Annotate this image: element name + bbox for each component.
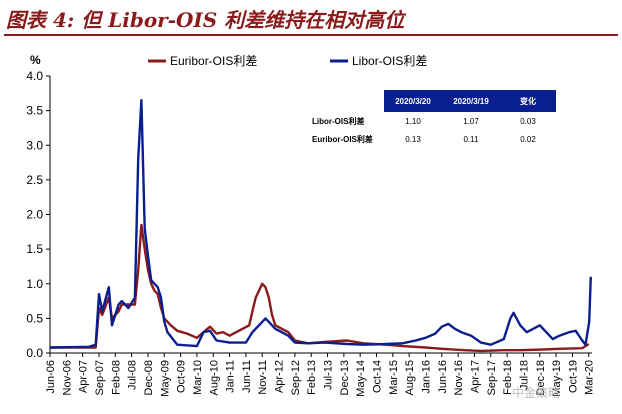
x-tick-label: Nov-06 [61,360,73,395]
series-line [49,99,592,349]
x-tick-label: Dec-08 [143,360,155,395]
x-tick-label: Oct-14 [372,360,384,393]
x-tick-label: Feb-18 [502,360,514,395]
table-header-cell: 变化 [500,90,556,112]
x-tick-label: Mar-20 [584,360,596,395]
summary-table: 2020/3/20 2020/3/19 变化 Libor-OIS利差 1.10 … [310,90,556,148]
y-tick-label: 1.0 [26,277,43,291]
x-tick-label: Apr-07 [78,360,90,393]
series-line [50,223,590,353]
y-tick-label: 4.0 [26,69,43,83]
x-tick-label: Nov-11 [257,360,269,395]
x-tick-label: Oct-09 [176,360,188,393]
watermark-text: 中金策略 [512,386,561,400]
table-header-row: 2020/3/20 2020/3/19 变化 [310,90,556,112]
table-header-cell: 2020/3/19 [442,90,500,112]
x-tick-label: Jul-13 [323,360,335,390]
x-tick-label: Nov-16 [453,360,465,395]
table-header-cell [310,90,384,112]
x-tick-label: Sep-17 [486,360,498,395]
y-tick-label: 3.5 [26,104,43,118]
x-tick-label: May-09 [159,360,171,397]
x-tick-label: Jan-16 [420,360,432,394]
table-cell: 0.11 [463,134,479,144]
y-unit-label: % [30,53,41,67]
x-tick-label: Apr-17 [469,360,481,393]
x-tick-label: Jun-11 [241,360,253,393]
chart-title: 图表 4: 但 Libor-OIS 利差维持在相对高位 [6,8,405,32]
y-tick-label: 2.0 [26,208,43,222]
x-tick-label: Jun-06 [45,360,57,394]
table-cell: 0.03 [520,116,536,126]
title-divider [4,34,618,36]
x-tick-label: Sep-07 [94,360,106,395]
table-cell: 0.02 [520,134,536,144]
y-tick-label: 2.5 [26,173,43,187]
table-cell: 1.07 [463,116,479,126]
x-tick-label: May-14 [355,360,367,397]
legend-label: Libor-OIS利差 [352,54,427,68]
x-tick-label: Mar-10 [192,360,204,395]
table-row-label: Libor-OIS利差 [312,116,365,126]
x-tick-label: Oct-19 [567,360,579,393]
x-tick-label: Sep-12 [290,360,302,395]
table-row: Euribor-OIS利差 0.13 0.11 0.02 [310,130,556,148]
x-tick-label: Aug-10 [208,360,220,395]
y-tick-label: 0.0 [26,346,43,360]
y-tick-label: 0.5 [26,311,43,325]
x-tick-label: Dec-18 [535,360,547,395]
table-row-label: Euribor-OIS利差 [312,134,373,144]
y-tick-label: 1.5 [26,242,43,256]
x-tick-label: Dec-13 [339,360,351,395]
x-tick-label: Jan-11 [225,360,237,393]
x-tick-label: Jul-08 [127,360,139,390]
x-tick-label: Feb-08 [110,360,122,395]
table-cell: 0.13 [405,134,421,144]
x-tick-label: Aug-15 [404,360,416,395]
table-row: Libor-OIS利差 1.10 1.07 0.03 [310,112,556,130]
legend-label: Euribor-OIS利差 [170,54,257,68]
table-cell: 1.10 [405,116,421,126]
x-tick-label: Feb-13 [306,360,318,395]
x-tick-label: Jun-16 [437,360,449,394]
x-tick-label: Jul-18 [518,360,530,390]
y-tick-label: 3.0 [26,138,43,152]
x-tick-label: Apr-12 [274,360,286,393]
x-tick-label: May-19 [551,360,563,397]
x-tick-label: Mar-15 [388,360,400,395]
table-header-cell: 2020/3/20 [384,90,442,112]
